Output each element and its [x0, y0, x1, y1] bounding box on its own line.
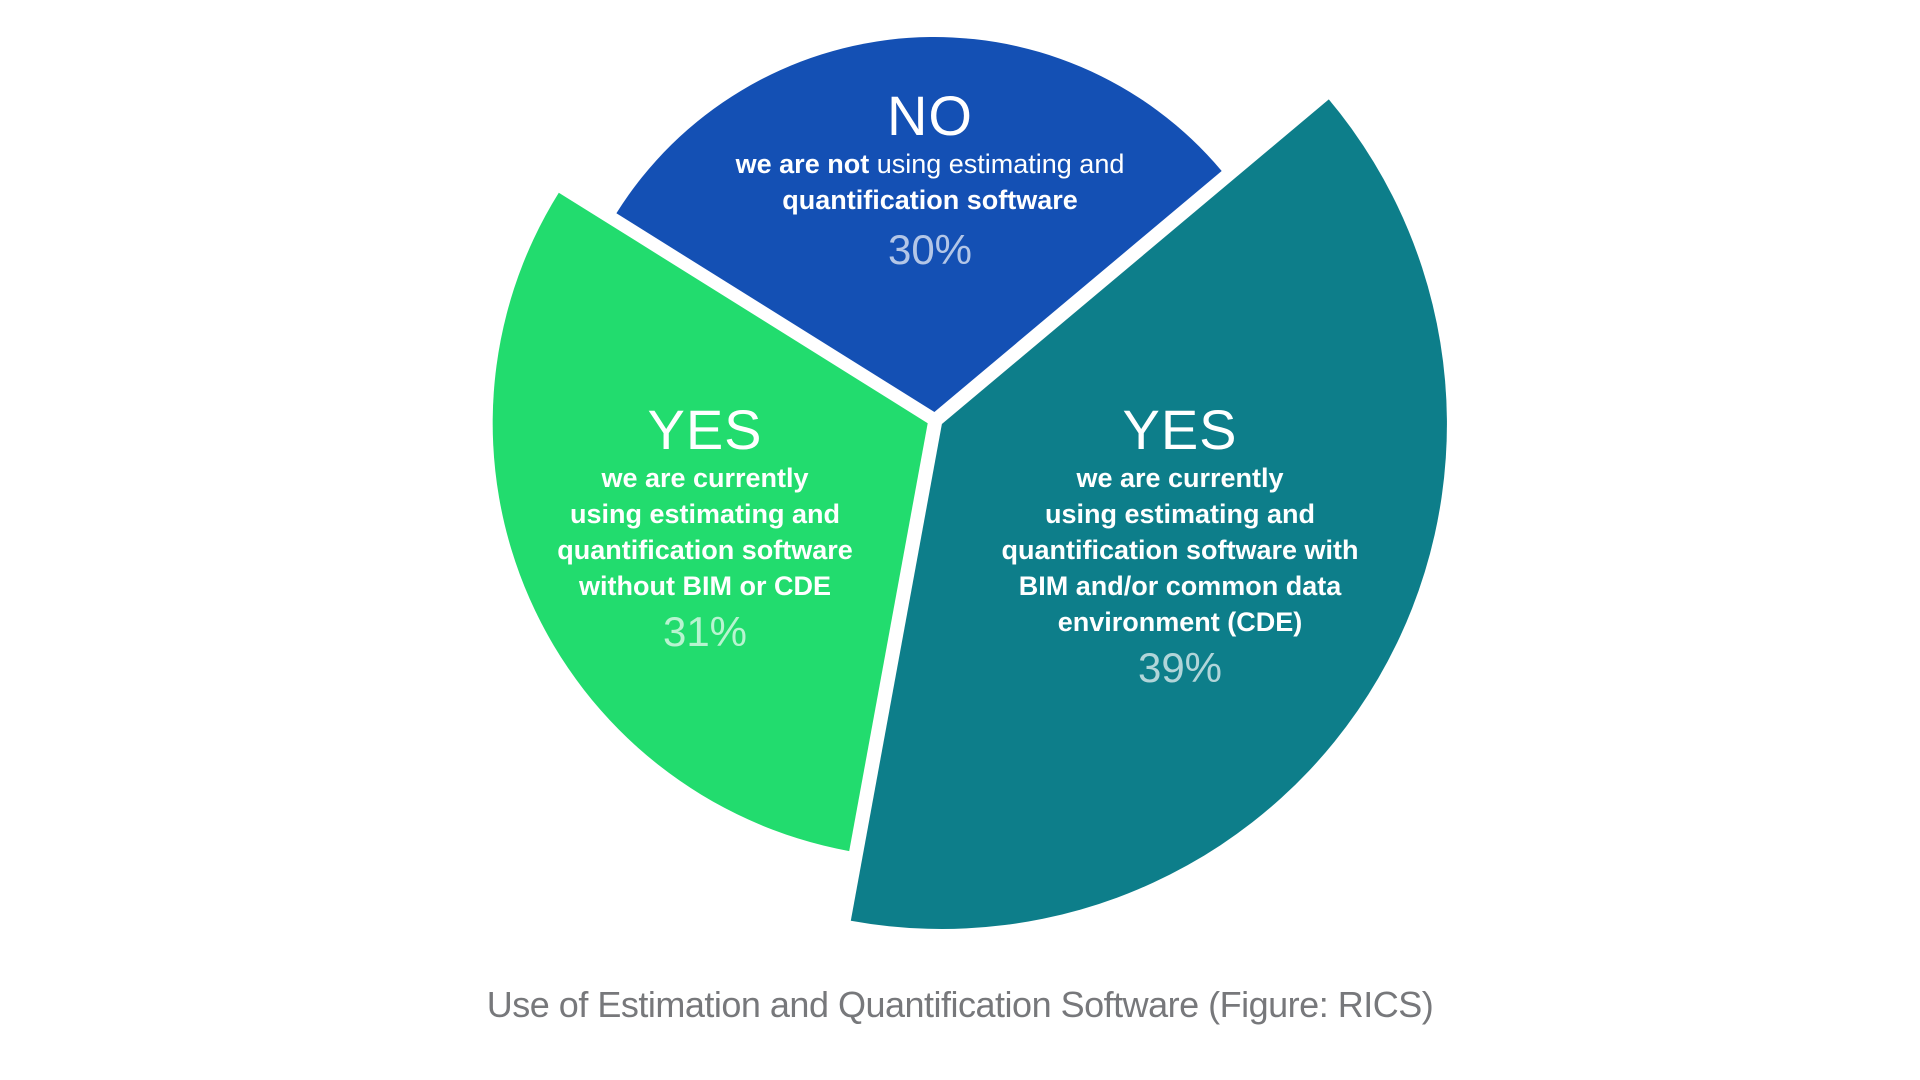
figure-caption: Use of Estimation and Quantification Sof… — [486, 984, 1434, 1025]
pie-slice-yes-with — [850, 99, 1447, 929]
pie-slice-no — [616, 37, 1222, 413]
pie-slice-yes-without — [492, 192, 928, 852]
